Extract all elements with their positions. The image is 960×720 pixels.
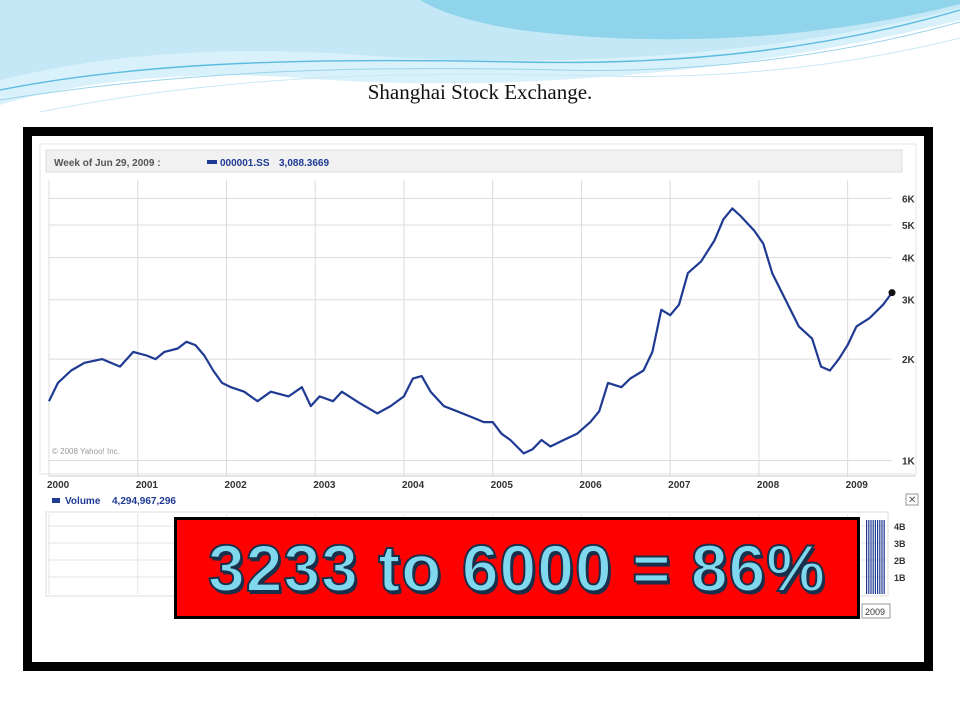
volume-bar [883,520,885,594]
wave-line-2 [0,21,960,101]
y-tick-label: 4K [902,254,916,265]
volume-tick-label: 3B [894,539,906,549]
legend-value: 3,088.3669 [279,158,329,169]
x-tick-label: 2001 [136,480,159,491]
last-price-point [888,289,896,297]
y-tick-label: 1K [902,456,916,467]
grid [48,180,916,477]
y-tick-label: 5K [902,221,916,232]
legend-bar [45,149,903,173]
volume-header [46,490,902,508]
y-tick-label: 2K [902,355,916,366]
volume-tick-label: 4B [894,522,906,532]
volume-bar [879,520,881,594]
volume-label: Volume [65,496,101,507]
wave-line-1 [0,9,960,91]
volume-bar [870,520,872,594]
price-line [48,207,893,455]
volume-bar [868,520,870,594]
chart-title: Week of Jun 29, 2009 : [54,158,161,169]
volume-bar [881,520,883,594]
decorative-wave-header [0,0,960,113]
volume-close-button[interactable] [905,493,919,506]
x-tick-label: 2008 [757,480,780,491]
x-axis-ticks: 2000 2001 2002 2003 2004 2005 2006 2007 2008 2009 [47,480,868,491]
y-axis-ticks: 1K 2K 3K 4K 5K 6K [902,194,916,467]
volume-bar [877,520,879,594]
volume-value: 4,294,967,296 [112,496,176,507]
volume-swatch [52,498,60,503]
wave-line-3 [39,37,960,113]
copyright-text: © 2008 Yahoo! Inc. [52,447,120,456]
slide-title: Shanghai Stock Exchange. [367,80,593,104]
x-tick-label: 2009 [846,480,869,491]
volume-x-label-box [861,603,891,619]
wave-teal-band [420,0,960,40]
x-tick-label: 2000 [47,480,70,491]
x-tick-label: 2006 [579,480,602,491]
volume-y-ticks: 1B 2B 3B 4B [894,522,906,583]
volume-x-label: 2009 [865,607,885,617]
callout-box: 3233 to 6000 = 86% [174,517,860,619]
x-tick-label: 2002 [224,480,247,491]
volume-tick-label: 1B [894,573,906,583]
volume-bar [866,520,868,594]
volume-bar [874,520,876,594]
legend-swatch [207,160,217,164]
volume-bar [872,520,874,594]
x-tick-label: 2004 [402,480,425,491]
main-panel [39,143,917,475]
x-tick-label: 2007 [668,480,691,491]
close-icon[interactable]: ✕ [908,495,916,506]
x-tick-label: 2005 [491,480,514,491]
callout-text: 3233 to 6000 = 86% [207,530,826,606]
y-tick-label: 6K [902,194,916,205]
legend-symbol: 000001.SS [220,158,270,169]
volume-tick-label: 2B [894,556,906,566]
volume-bars [866,520,885,594]
x-tick-label: 2003 [313,480,336,491]
y-tick-label: 3K [902,296,916,307]
